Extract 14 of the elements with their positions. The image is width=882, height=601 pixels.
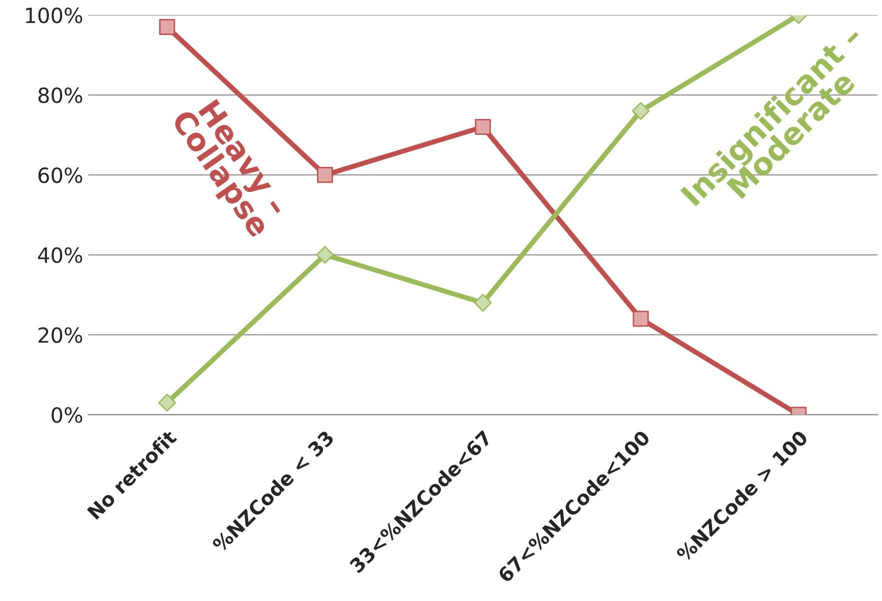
y-tick-label: 40%: [38, 247, 82, 264]
y-tick-label: 100%: [26, 7, 82, 24]
y-tick-label: 60%: [38, 167, 82, 184]
point: [158, 394, 176, 412]
y-tick-label: 20%: [38, 327, 82, 343]
point: [474, 294, 492, 312]
y-tick-label: 80%: [38, 87, 82, 104]
point: [632, 310, 649, 327]
point: [316, 246, 334, 264]
point: [474, 118, 491, 135]
point: [159, 19, 176, 35]
point: [317, 166, 333, 183]
y-tick-label: 0%: [52, 407, 82, 423]
point: [632, 102, 650, 120]
